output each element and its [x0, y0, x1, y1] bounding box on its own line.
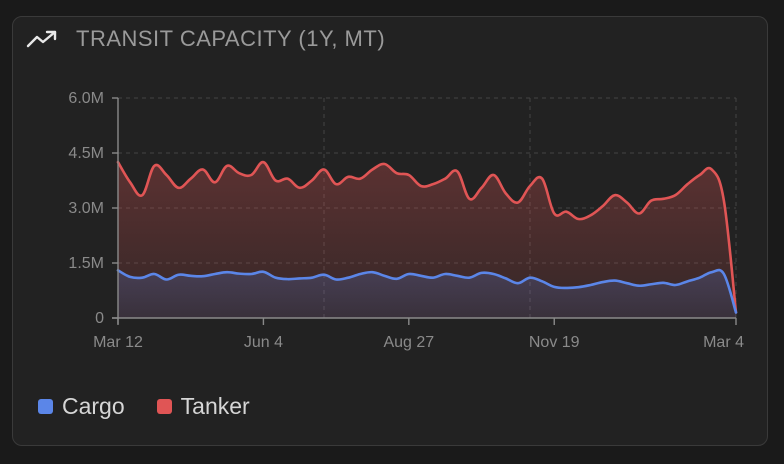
- series-line-tanker: [116, 160, 738, 314]
- legend-swatch-cargo: [38, 398, 53, 414]
- area-fill-cargo: [118, 270, 736, 318]
- y-tick-label: 4.5M: [68, 145, 104, 162]
- legend-label-tanker: Tanker: [180, 393, 250, 419]
- y-tick-label: 0: [95, 310, 104, 327]
- legend-swatch-tanker: [156, 398, 172, 414]
- series-line-cargo: [116, 268, 738, 314]
- y-tick-label: 1.5M: [68, 255, 104, 272]
- card-title: TRANSIT CAPACITY (1Y, MT): [76, 26, 386, 51]
- x-tick-label: Mar 12: [93, 334, 143, 351]
- trending-up-icon: [26, 30, 57, 48]
- chart-axes: 0 1.5M 3.0M 4.5M 6.0M Mar 12 Jun 4 Aug 27 Nov 19…: [68, 90, 744, 351]
- x-tick-label: Jun 4: [244, 334, 283, 351]
- chart-legend: Cargo Tanker: [38, 392, 250, 420]
- x-tick-label: Mar 4: [703, 334, 744, 351]
- x-tick-label: Nov 19: [529, 334, 580, 351]
- y-tick-label: 6.0M: [68, 90, 104, 107]
- y-tick-label: 3.0M: [68, 200, 104, 217]
- x-tick-label: Aug 27: [383, 334, 434, 351]
- chart-areas: [116, 160, 738, 318]
- legend-item-tanker[interactable]: Tanker: [156, 392, 250, 420]
- legend-item-cargo[interactable]: Cargo: [38, 392, 125, 420]
- card-header: TRANSIT CAPACITY (1Y, MT): [26, 26, 385, 52]
- legend-label-cargo: Cargo: [62, 393, 125, 419]
